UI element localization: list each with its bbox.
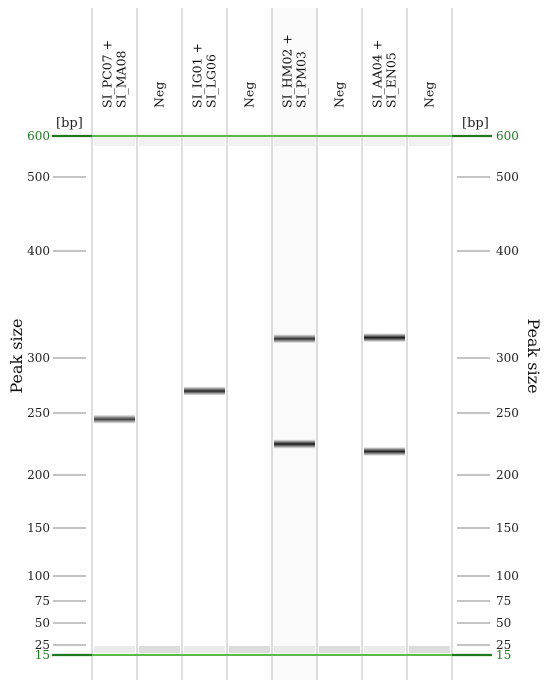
lane-label-3: SI_LG06: [204, 54, 219, 108]
tick-label-right: 400: [496, 244, 519, 258]
tick-label-left: 250: [27, 406, 50, 420]
lane-3: [182, 8, 227, 680]
tick-label-left: 200: [27, 468, 50, 482]
lane-label-7: SI_EN05: [384, 52, 399, 108]
lane-label-1: SI_PC07 +: [100, 40, 115, 108]
tick-label-left: 150: [27, 521, 50, 535]
unit-label-right: [bp]: [462, 116, 489, 131]
tick-label-right: 600: [496, 129, 519, 143]
tick-label-right: 50: [496, 616, 511, 630]
lane-haze-bottom: [274, 646, 315, 653]
lane-label-4: Neg: [242, 82, 257, 108]
axis-title-right: Peak size: [524, 318, 543, 393]
lane-4: [227, 8, 272, 680]
lane-haze-bottom: [319, 646, 360, 653]
tick-label-left: 25: [35, 638, 50, 652]
lane-label-5: SI_PM03: [294, 51, 309, 108]
band: [364, 333, 405, 343]
tick-label-right: 250: [496, 406, 519, 420]
lane-haze-top: [319, 138, 360, 146]
tick-label-left: 50: [35, 616, 50, 630]
band: [274, 334, 315, 344]
size-ladder: 600 600 500 500 400 400 300 300 250 250 200 200 150 1…: [27, 129, 519, 662]
lane-haze-top: [139, 138, 180, 146]
tick-label-left: 300: [27, 351, 50, 365]
tick-label-left: 15: [35, 648, 50, 662]
lane-haze-top: [229, 138, 270, 146]
lane-label-1: SI_MA08: [114, 50, 129, 108]
lane-haze-bottom: [409, 646, 450, 653]
lane-label-8: Neg: [422, 82, 437, 108]
tick-label-right: 75: [496, 594, 511, 608]
lane-5: [272, 8, 317, 680]
lane-haze-top: [364, 138, 405, 146]
lane-label-6: Neg: [332, 82, 347, 108]
lane-label-3: SI_IG01 +: [190, 43, 205, 108]
lane-2: [137, 8, 182, 680]
band: [184, 386, 225, 396]
marker-lines: [52, 134, 492, 657]
band: [274, 439, 315, 449]
lane-haze-bottom: [364, 646, 405, 653]
tick-label-left: 500: [27, 170, 50, 184]
lane-1: [92, 8, 137, 680]
band: [364, 446, 405, 456]
unit-label-left: [bp]: [56, 116, 83, 131]
tick-label-right: 25: [496, 638, 511, 652]
lane-haze-bottom: [184, 646, 225, 653]
lane-haze-bottom: [229, 646, 270, 653]
lane-7: [362, 8, 407, 680]
lane-haze-top: [184, 138, 225, 146]
axis-title-left: Peak size: [7, 318, 26, 393]
tick-label-left: 600: [27, 129, 50, 143]
tick-label-left: 75: [35, 594, 50, 608]
tick-label-right: 100: [496, 569, 519, 583]
tick-label-right: 500: [496, 170, 519, 184]
tick-label-right: 150: [496, 521, 519, 535]
lane-label-2: Neg: [152, 82, 167, 108]
bands: [94, 333, 405, 456]
band: [94, 414, 135, 424]
tick-label-right: 200: [496, 468, 519, 482]
lane-haze-top: [409, 138, 450, 146]
tick-label-left: 100: [27, 569, 50, 583]
tick-label-left: 400: [27, 244, 50, 258]
lane-haze-top: [274, 138, 315, 146]
lane-haze-bottom: [139, 646, 180, 653]
lane-8: [407, 8, 452, 680]
lane-labels: SI_PC07 + SI_MA08 Neg SI_IG01 + SI_LG06 Neg SI…: [100, 34, 437, 108]
lane-label-7: SI_AA04 +: [370, 40, 385, 108]
tick-label-right: 15: [496, 648, 511, 662]
lane-6: [317, 8, 362, 680]
lane-haze-bottom: [94, 646, 135, 653]
lanes: [91, 8, 453, 680]
lane-haze-top: [94, 138, 135, 146]
tick-label-right: 300: [496, 351, 519, 365]
lane-label-5: SI_HM02 +: [280, 34, 295, 108]
